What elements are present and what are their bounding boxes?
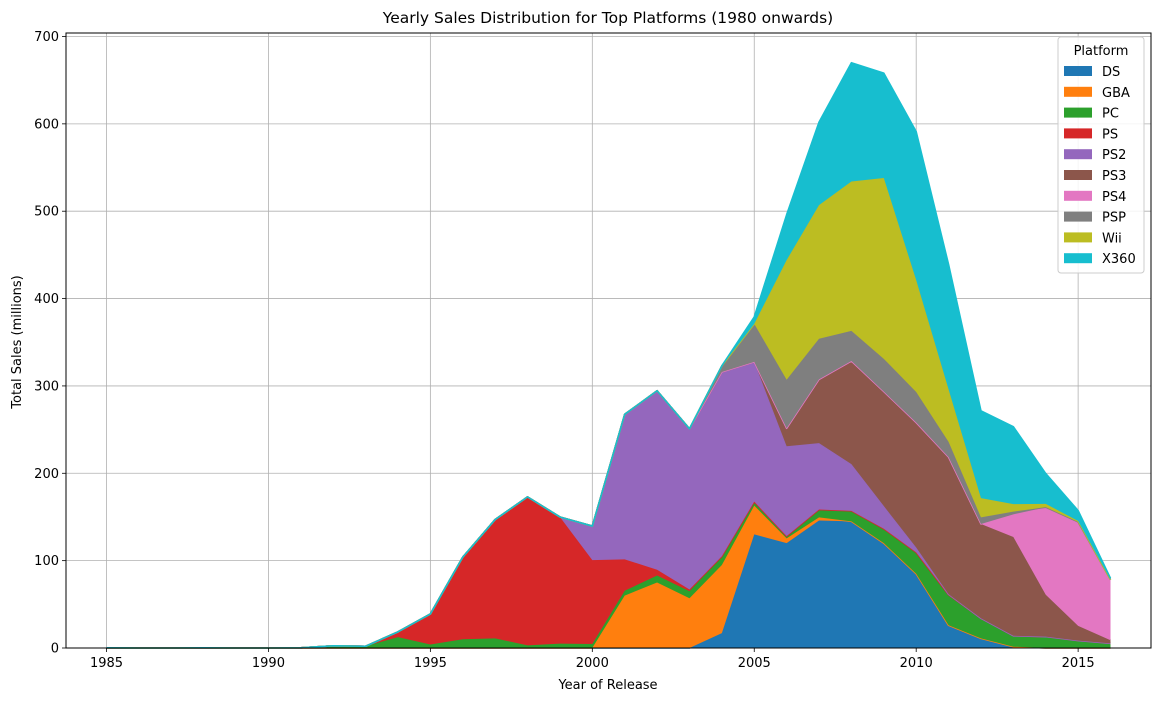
- x-axis: 1985 1990 1995 2000 2005 2010 2015: [90, 648, 1095, 671]
- x-tick-label: 1995: [414, 656, 447, 671]
- legend-label-ds: DS: [1102, 65, 1120, 80]
- x-tick-label: 2010: [900, 656, 933, 671]
- legend-swatch-ps4: [1064, 190, 1092, 201]
- legend-swatch-gba: [1064, 86, 1092, 97]
- y-tick-label: 300: [34, 379, 59, 394]
- area-wii: [106, 178, 1111, 648]
- area-ps: [106, 496, 1111, 648]
- area-ps3: [106, 361, 1111, 648]
- legend-swatch-ps3: [1064, 170, 1092, 180]
- y-axis-title: Total Sales (millions): [10, 275, 25, 409]
- legend-swatch-pc: [1064, 107, 1092, 118]
- legend-label-ps4: PS4: [1102, 190, 1126, 205]
- y-tick-label: 500: [34, 205, 59, 220]
- x-axis-title: Year of Release: [557, 678, 657, 693]
- legend-label-x360: X360: [1102, 252, 1136, 267]
- x-tick-label: 2000: [576, 656, 609, 671]
- y-tick-label: 200: [34, 467, 59, 482]
- chart-title: Yearly Sales Distribution for Top Platfo…: [382, 9, 833, 27]
- legend-swatch-wii: [1064, 232, 1092, 243]
- y-tick-label: 600: [34, 117, 59, 132]
- x-tick-label: 1990: [252, 656, 285, 671]
- x-tick-label: 2015: [1062, 656, 1095, 671]
- y-tick-label: 700: [34, 30, 59, 45]
- legend-label-ps2: PS2: [1102, 148, 1126, 163]
- legend-title: Platform: [1074, 44, 1129, 59]
- y-tick-label: 400: [34, 292, 59, 307]
- y-tick-label: 0: [51, 642, 59, 657]
- legend-swatch-ds: [1064, 66, 1092, 76]
- x-tick-label: 2005: [738, 656, 771, 671]
- legend-label-gba: GBA: [1102, 86, 1130, 101]
- y-axis: 0 100 200 300 400 500 600 700: [34, 30, 66, 657]
- legend-swatch-x360: [1064, 253, 1092, 264]
- legend-label-ps3: PS3: [1102, 169, 1126, 184]
- y-tick-label: 100: [34, 554, 59, 569]
- x-tick-label: 1985: [90, 656, 123, 671]
- area-ps2: [106, 361, 1111, 648]
- legend-label-psp: PSP: [1102, 211, 1126, 226]
- legend-swatch-psp: [1064, 211, 1092, 222]
- area-ds: [106, 520, 1111, 648]
- legend-swatch-ps: [1064, 128, 1092, 139]
- plot-frame: [65, 32, 1152, 649]
- area-series-layer: [106, 61, 1112, 649]
- legend-swatch-ps2: [1064, 149, 1092, 160]
- legend: Platform DS GBA PC PS PS2 PS3 PS4 PSP Wii X360: [1057, 36, 1145, 274]
- legend-label-wii: Wii: [1102, 231, 1122, 246]
- legend-label-pc: PC: [1102, 107, 1119, 122]
- legend-label-ps: PS: [1102, 127, 1118, 142]
